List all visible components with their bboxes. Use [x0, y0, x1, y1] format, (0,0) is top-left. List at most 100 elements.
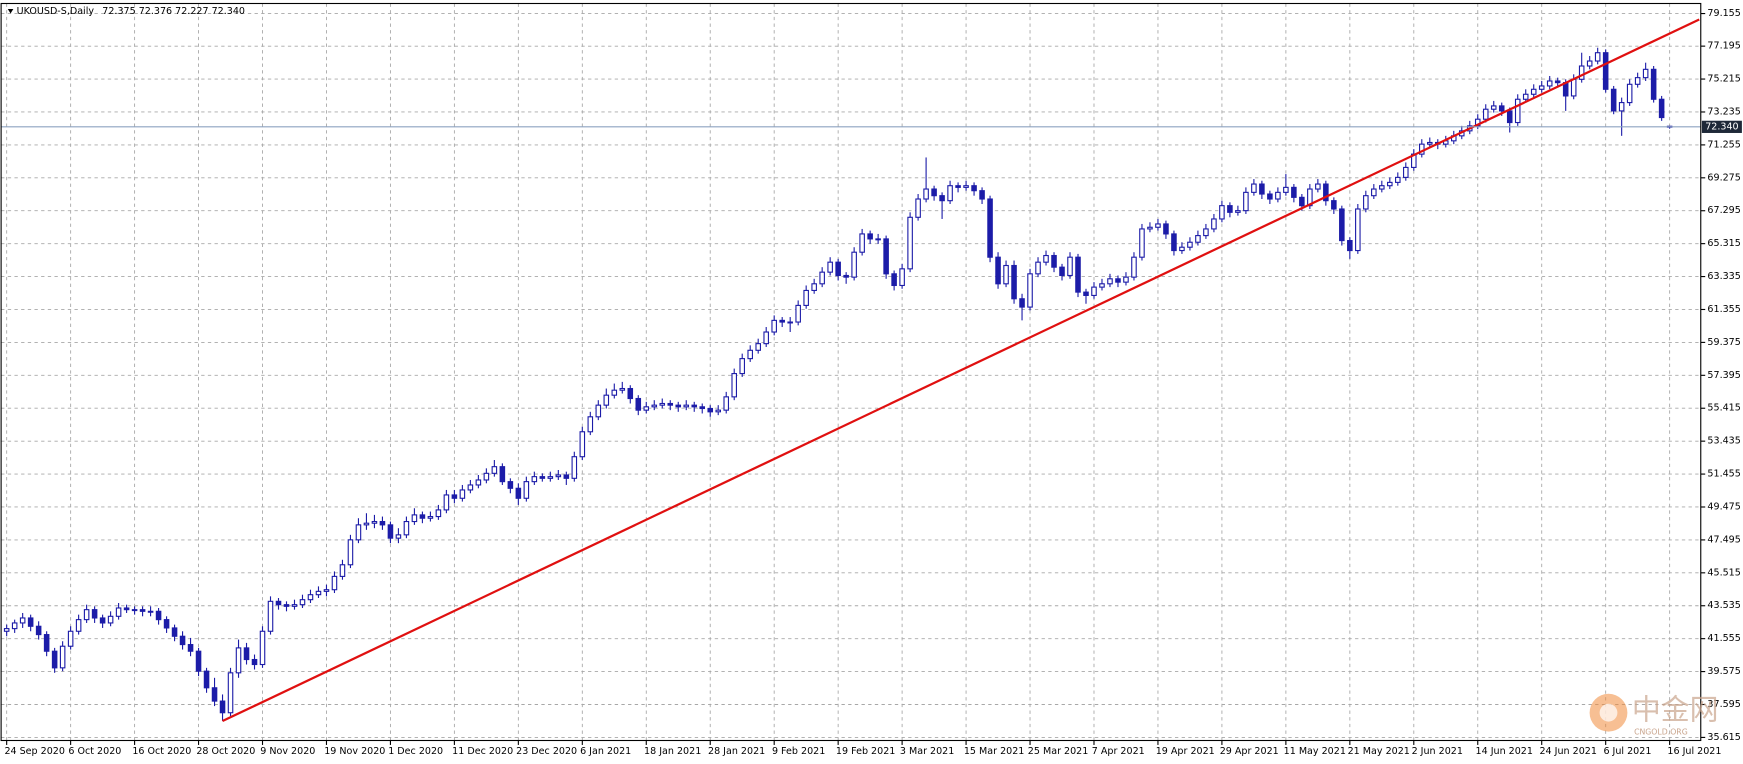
y-tick-label: 47.495 [1707, 534, 1740, 545]
candle-body [859, 233, 865, 253]
candle-body [131, 609, 138, 612]
candle-body [1586, 60, 1593, 67]
candle-body [1203, 228, 1209, 237]
menu-arrow[interactable] [7, 9, 14, 14]
candle-body [483, 472, 490, 481]
y-tick-label: 35.615 [1707, 732, 1740, 743]
candle-body [563, 474, 570, 479]
x-tick-label: 24 Sep 2020 [4, 746, 65, 757]
x-tick-label: 6 Jan 2021 [580, 746, 631, 757]
candle-body [1538, 85, 1545, 90]
candle-body [867, 233, 873, 240]
candle-body [915, 198, 921, 218]
candle-body [1075, 256, 1081, 293]
candle-body [1083, 291, 1089, 296]
candle-body [723, 396, 730, 411]
candle-body [371, 520, 378, 524]
candle-body [907, 216, 913, 270]
x-tick-label: 3 Mar 2021 [900, 746, 954, 757]
y-tick-label: 53.435 [1707, 436, 1740, 447]
candle-body [1171, 233, 1177, 252]
candle-body [1626, 83, 1633, 104]
candle-body [947, 185, 953, 202]
candle-body [1506, 110, 1513, 124]
y-tick-label: 37.595 [1707, 699, 1740, 710]
axes: 79.155 77.195 75.215 73.235 71.255 69.275 67.2… [4, 8, 1742, 757]
candle-body [355, 524, 362, 541]
candle-body [19, 617, 26, 624]
x-tick-label: 24 Jun 2021 [1539, 746, 1596, 757]
candle-body [427, 515, 434, 519]
y-tick-label: 75.215 [1707, 74, 1740, 85]
y-tick-label: 61.355 [1707, 304, 1740, 315]
candle-body [707, 407, 714, 413]
candle-body [347, 539, 354, 566]
candle-body [1155, 223, 1161, 228]
candle-body [523, 481, 530, 499]
y-tick-label: 79.155 [1707, 8, 1740, 19]
candle-body [1427, 141, 1433, 145]
candle-body [571, 456, 578, 479]
x-tick-label: 1 Dec 2020 [388, 746, 443, 757]
candle-body [1570, 78, 1577, 97]
candle-body [899, 268, 905, 287]
candle-body [1323, 183, 1329, 202]
candle-body [403, 520, 410, 536]
candle-body [1227, 205, 1233, 213]
candle-body [851, 251, 857, 278]
candle-body [987, 198, 993, 258]
x-tick-label: 14 Jun 2021 [1476, 746, 1533, 757]
candle-body [1658, 98, 1665, 119]
candle-body [275, 600, 282, 606]
candle-body [1514, 98, 1521, 124]
candle-body [531, 476, 538, 483]
x-tick-label: 16 Jul 2021 [1667, 746, 1721, 757]
candle-body [395, 534, 402, 539]
candle-body [747, 349, 753, 360]
candle-body [219, 700, 226, 714]
candle-body [539, 476, 546, 479]
candle-body [1642, 68, 1649, 79]
watermark-text: 中金网 [1632, 693, 1719, 727]
candle-body [811, 283, 817, 292]
x-tick-label: 7 Apr 2021 [1092, 746, 1145, 757]
candle-body [1131, 256, 1137, 278]
candle-body [139, 609, 146, 612]
candles [3, 47, 1673, 722]
candle-body [123, 607, 130, 611]
candle-body [579, 431, 586, 458]
candle-body [243, 647, 250, 661]
candle-body [363, 522, 370, 526]
candle-body [11, 622, 18, 630]
candle-body [955, 185, 961, 188]
candle-body [683, 404, 690, 408]
candle-body [1251, 183, 1257, 193]
candle-body [787, 321, 793, 324]
candle-body [603, 394, 610, 406]
candle-body [75, 619, 82, 632]
candle-body [1139, 228, 1145, 258]
candle-body [107, 615, 114, 624]
candle-body [1163, 223, 1169, 235]
candle-body [979, 190, 985, 200]
candle-body [27, 617, 34, 627]
y-tick-label: 41.555 [1707, 633, 1740, 644]
candle-body [1291, 186, 1297, 198]
candle-body [171, 627, 178, 637]
y-tick-label: 49.475 [1707, 501, 1740, 512]
candle-body [587, 416, 594, 433]
candle-body [923, 188, 929, 200]
candle-body [91, 609, 98, 619]
x-tick-label: 23 Dec 2020 [516, 746, 577, 757]
candle-body [51, 650, 58, 669]
candle-body [1331, 200, 1337, 210]
candle-body [435, 509, 442, 518]
candle-body [619, 387, 626, 391]
candle-body [1610, 88, 1617, 112]
candle-body [195, 650, 202, 672]
candle-body [387, 524, 394, 539]
current-price-label: 72.340 [1705, 121, 1738, 132]
candle-body [1498, 105, 1505, 112]
